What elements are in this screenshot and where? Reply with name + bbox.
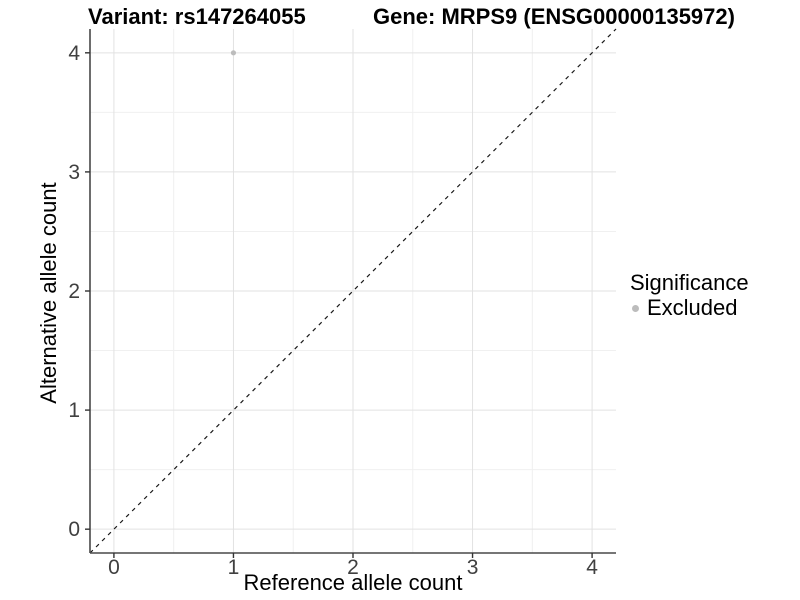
legend-point-icon — [632, 304, 639, 312]
y-tick-label: 1 — [68, 399, 80, 422]
y-tick-label: 0 — [68, 518, 80, 541]
legend-entry-label: Excluded — [647, 295, 738, 320]
y-tick-label: 3 — [68, 161, 80, 184]
plot-title-gene: Gene: MRPS9 (ENSG00000135972) — [373, 4, 735, 29]
x-axis-label: Reference allele count — [243, 570, 463, 595]
y-tick-label: 4 — [68, 42, 80, 65]
x-tick-label: 2 — [347, 556, 359, 579]
y-tick-label: 2 — [68, 280, 80, 303]
legend-title: Significance — [630, 270, 749, 295]
x-tick-label: 4 — [586, 556, 598, 579]
data-point — [230, 50, 237, 56]
y-axis-label: Alternative allele count — [36, 182, 61, 404]
x-tick-label: 3 — [467, 556, 479, 579]
legend: Significance Excluded — [630, 271, 749, 320]
plot-title-variant: Variant: rs147264055 — [88, 4, 306, 29]
x-tick-label: 0 — [108, 556, 120, 579]
legend-entry-excluded: Excluded — [632, 296, 749, 320]
x-tick-label: 1 — [228, 556, 240, 579]
